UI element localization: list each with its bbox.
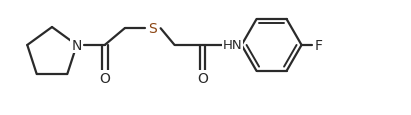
Text: O: O <box>99 71 110 85</box>
Text: N: N <box>72 39 82 53</box>
Text: HN: HN <box>223 39 242 52</box>
Text: F: F <box>314 39 323 53</box>
Text: O: O <box>197 71 208 85</box>
Text: S: S <box>148 22 157 36</box>
